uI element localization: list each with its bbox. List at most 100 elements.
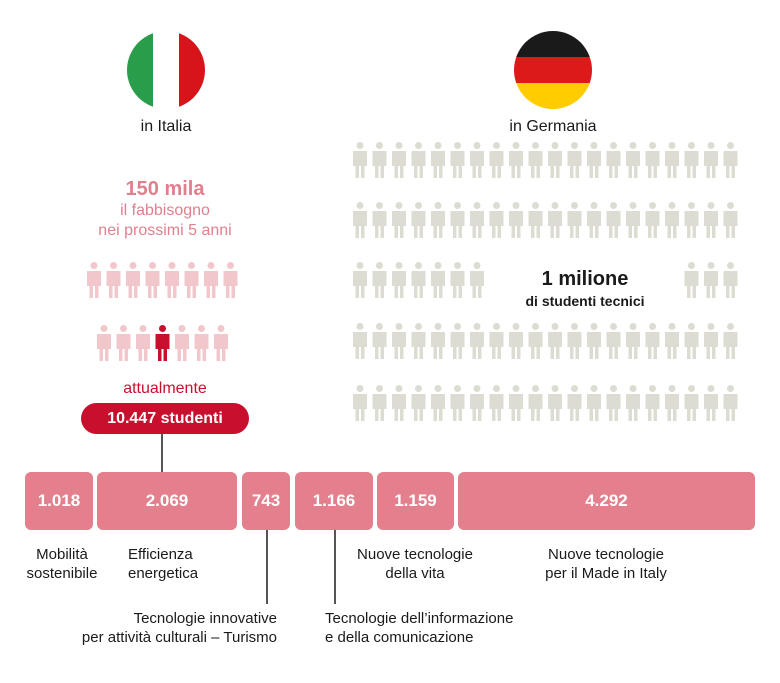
label-made-in-italy-line1: Nuove tecnologie: [548, 546, 664, 563]
person-icon-italy-need: [175, 325, 189, 361]
person-icon-germany: [353, 385, 367, 421]
person-icon-germany: [411, 385, 426, 421]
person-icon-germany: [411, 142, 426, 178]
person-icon-germany: [392, 385, 406, 421]
person-icon-germany: [684, 385, 699, 421]
person-icon-germany: [723, 323, 738, 359]
person-icon-germany: [528, 385, 543, 421]
person-icon-germany: [450, 142, 465, 178]
person-icon-germany: [704, 385, 718, 421]
italy-label: in Italia: [140, 118, 192, 135]
person-icon-germany: [489, 202, 504, 238]
person-icon-germany: [528, 142, 543, 178]
person-icon-germany: [489, 323, 504, 359]
italy-need-value: 150 mila: [125, 178, 205, 200]
italy-current-value: 10.447 studenti: [81, 403, 249, 434]
person-icon-italy-need: [165, 262, 179, 298]
person-icon-germany: [606, 323, 621, 359]
bar-value-vita: 1.159: [394, 491, 437, 510]
italy-need-text-1: il fabbisogno: [120, 202, 210, 219]
person-icon-germany: [509, 142, 523, 178]
person-icon-italy-need: [116, 325, 131, 361]
person-icon-germany: [606, 202, 621, 238]
person-icon-germany: [645, 323, 660, 359]
person-icon-germany: [353, 323, 367, 359]
label-mobilita-line2: sostenibile: [26, 565, 98, 582]
person-icon-germany: [548, 142, 562, 178]
label-mobilita: Mobilità sostenibile: [22, 545, 102, 583]
person-icon-germany: [704, 262, 718, 298]
label-turismo-line2: per attività culturali – Turismo: [81, 629, 277, 646]
person-icon-germany: [528, 202, 543, 238]
person-icon-germany: [548, 385, 562, 421]
italy-current-label: attualmente: [123, 380, 207, 397]
germany-students-text: di studenti tecnici: [525, 293, 645, 309]
label-made-in-italy: Nuove tecnologie per il Made in Italy: [520, 545, 692, 583]
person-icon-italy-need: [194, 325, 209, 361]
person-icon-germany: [431, 385, 445, 421]
person-icon-italy-need: [204, 262, 218, 298]
person-icon-germany: [372, 262, 387, 298]
person-icon-germany: [704, 142, 718, 178]
person-icon-germany: [489, 385, 504, 421]
person-icon-germany: [723, 262, 738, 298]
person-icon-germany: [723, 202, 738, 238]
bar-value-mobilita: 1.018: [37, 491, 81, 510]
bar-vita: 1.159: [377, 472, 454, 530]
person-icon-germany: [372, 323, 387, 359]
person-icon-germany: [626, 385, 640, 421]
person-icon-italy-current: [155, 325, 170, 361]
person-icon-italy-need: [126, 262, 140, 298]
person-icon-germany: [704, 202, 718, 238]
person-icon-italy-need: [106, 262, 121, 298]
label-efficienza: Efficienza energetica: [128, 545, 268, 583]
person-icon-germany: [606, 142, 621, 178]
person-icon-germany: [684, 262, 699, 298]
person-icon-germany: [450, 323, 465, 359]
person-icon-germany: [450, 202, 465, 238]
person-icon-italy-need: [214, 325, 228, 361]
person-icon-germany: [470, 142, 484, 178]
person-icon-italy-need: [223, 262, 238, 298]
label-efficienza-line2: energetica: [128, 565, 199, 582]
label-ict-line1: Tecnologie dell’informazione: [325, 610, 514, 627]
person-icon-germany: [372, 142, 387, 178]
bar-efficienza: 2.069: [97, 472, 237, 530]
label-vita-line2: della vita: [385, 565, 445, 582]
italy-flag: [127, 31, 205, 109]
person-icon-germany: [704, 323, 718, 359]
bar-mobilita: 1.018: [25, 472, 93, 530]
label-turismo-line1: Tecnologie innovative: [133, 610, 277, 627]
person-icon-germany: [489, 142, 504, 178]
label-ict: Tecnologie dell’informazione e della com…: [325, 609, 585, 647]
bar-value-ict: 1.166: [312, 491, 356, 510]
pill-connector: [161, 434, 163, 472]
germany-students-value: 1 milione: [541, 268, 629, 290]
person-icon-germany: [470, 202, 484, 238]
person-icon-germany: [626, 142, 640, 178]
person-icon-germany: [606, 385, 621, 421]
label-vita-line1: Nuove tecnologie: [357, 546, 473, 563]
person-icon-germany: [587, 202, 601, 238]
person-icon-germany: [392, 323, 406, 359]
person-icon-germany: [411, 323, 426, 359]
person-icon-italy-need: [87, 262, 101, 298]
bar-value-efficienza: 2.069: [145, 491, 189, 510]
person-icon-germany: [431, 262, 445, 298]
person-icon-germany: [431, 323, 445, 359]
germany-students-block: 1 milione di studenti tecnici: [490, 268, 680, 309]
person-icon-germany: [723, 142, 738, 178]
person-icon-germany: [567, 202, 582, 238]
person-icon-germany: [684, 323, 699, 359]
person-icon-germany: [431, 142, 445, 178]
person-icon-germany: [548, 202, 562, 238]
bar-turismo: 743: [242, 472, 290, 530]
person-icon-germany: [509, 323, 523, 359]
person-icon-germany: [626, 323, 640, 359]
person-icon-italy-need: [97, 325, 111, 361]
person-icon-germany: [567, 142, 582, 178]
person-icon-germany: [450, 385, 465, 421]
germany-label: in Germania: [509, 118, 597, 135]
person-icon-germany: [645, 385, 660, 421]
